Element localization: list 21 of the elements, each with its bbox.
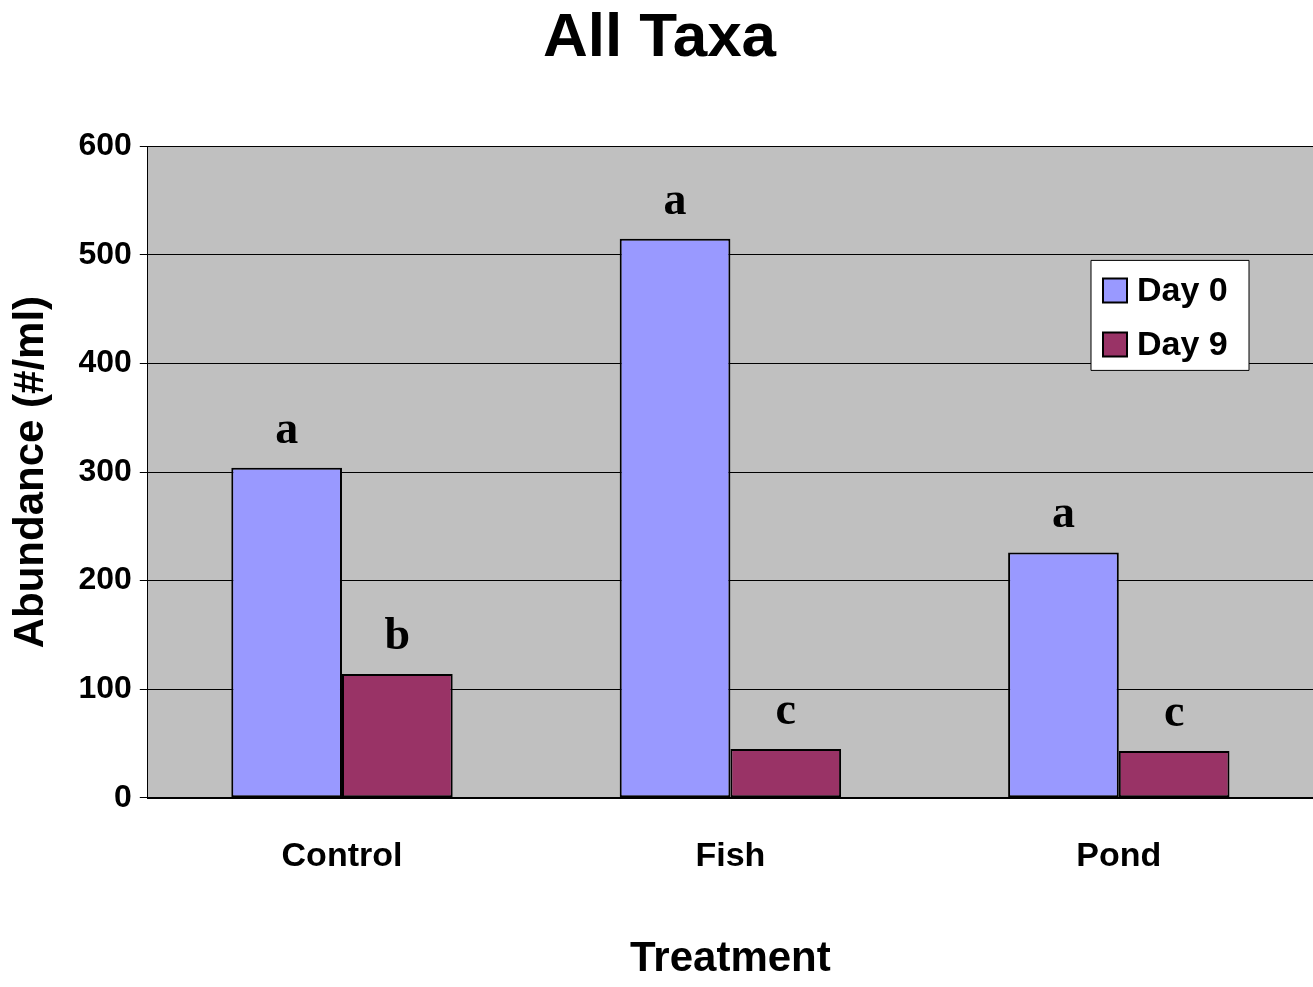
- x-tick-label: Pond: [1076, 834, 1162, 873]
- legend-label: Day 0: [1137, 269, 1228, 308]
- y-tick-label: 200: [78, 560, 132, 597]
- y-tick-label: 300: [78, 451, 132, 488]
- annotation: c: [775, 682, 796, 734]
- x-tick-label: Fish: [695, 834, 766, 873]
- y-tick-label: 600: [78, 126, 132, 163]
- x-tick-label: Control: [281, 834, 403, 873]
- annotation: a: [275, 401, 299, 453]
- legend-label: Day 9: [1137, 323, 1228, 362]
- annotation: c: [1163, 685, 1185, 737]
- y-tick-label: 500: [78, 234, 132, 271]
- annotation: b: [384, 607, 411, 659]
- annotation: a: [663, 172, 687, 224]
- y-tick-label: 400: [78, 343, 132, 380]
- y-axis-title: Abundance (#/ml): [4, 295, 52, 649]
- annotation: a: [1051, 486, 1075, 538]
- x-axis-title: Treatment: [630, 933, 831, 981]
- y-tick-label: 0: [113, 777, 132, 814]
- y-tick-label: 100: [78, 669, 132, 706]
- chart-title: All Taxa: [542, 0, 777, 70]
